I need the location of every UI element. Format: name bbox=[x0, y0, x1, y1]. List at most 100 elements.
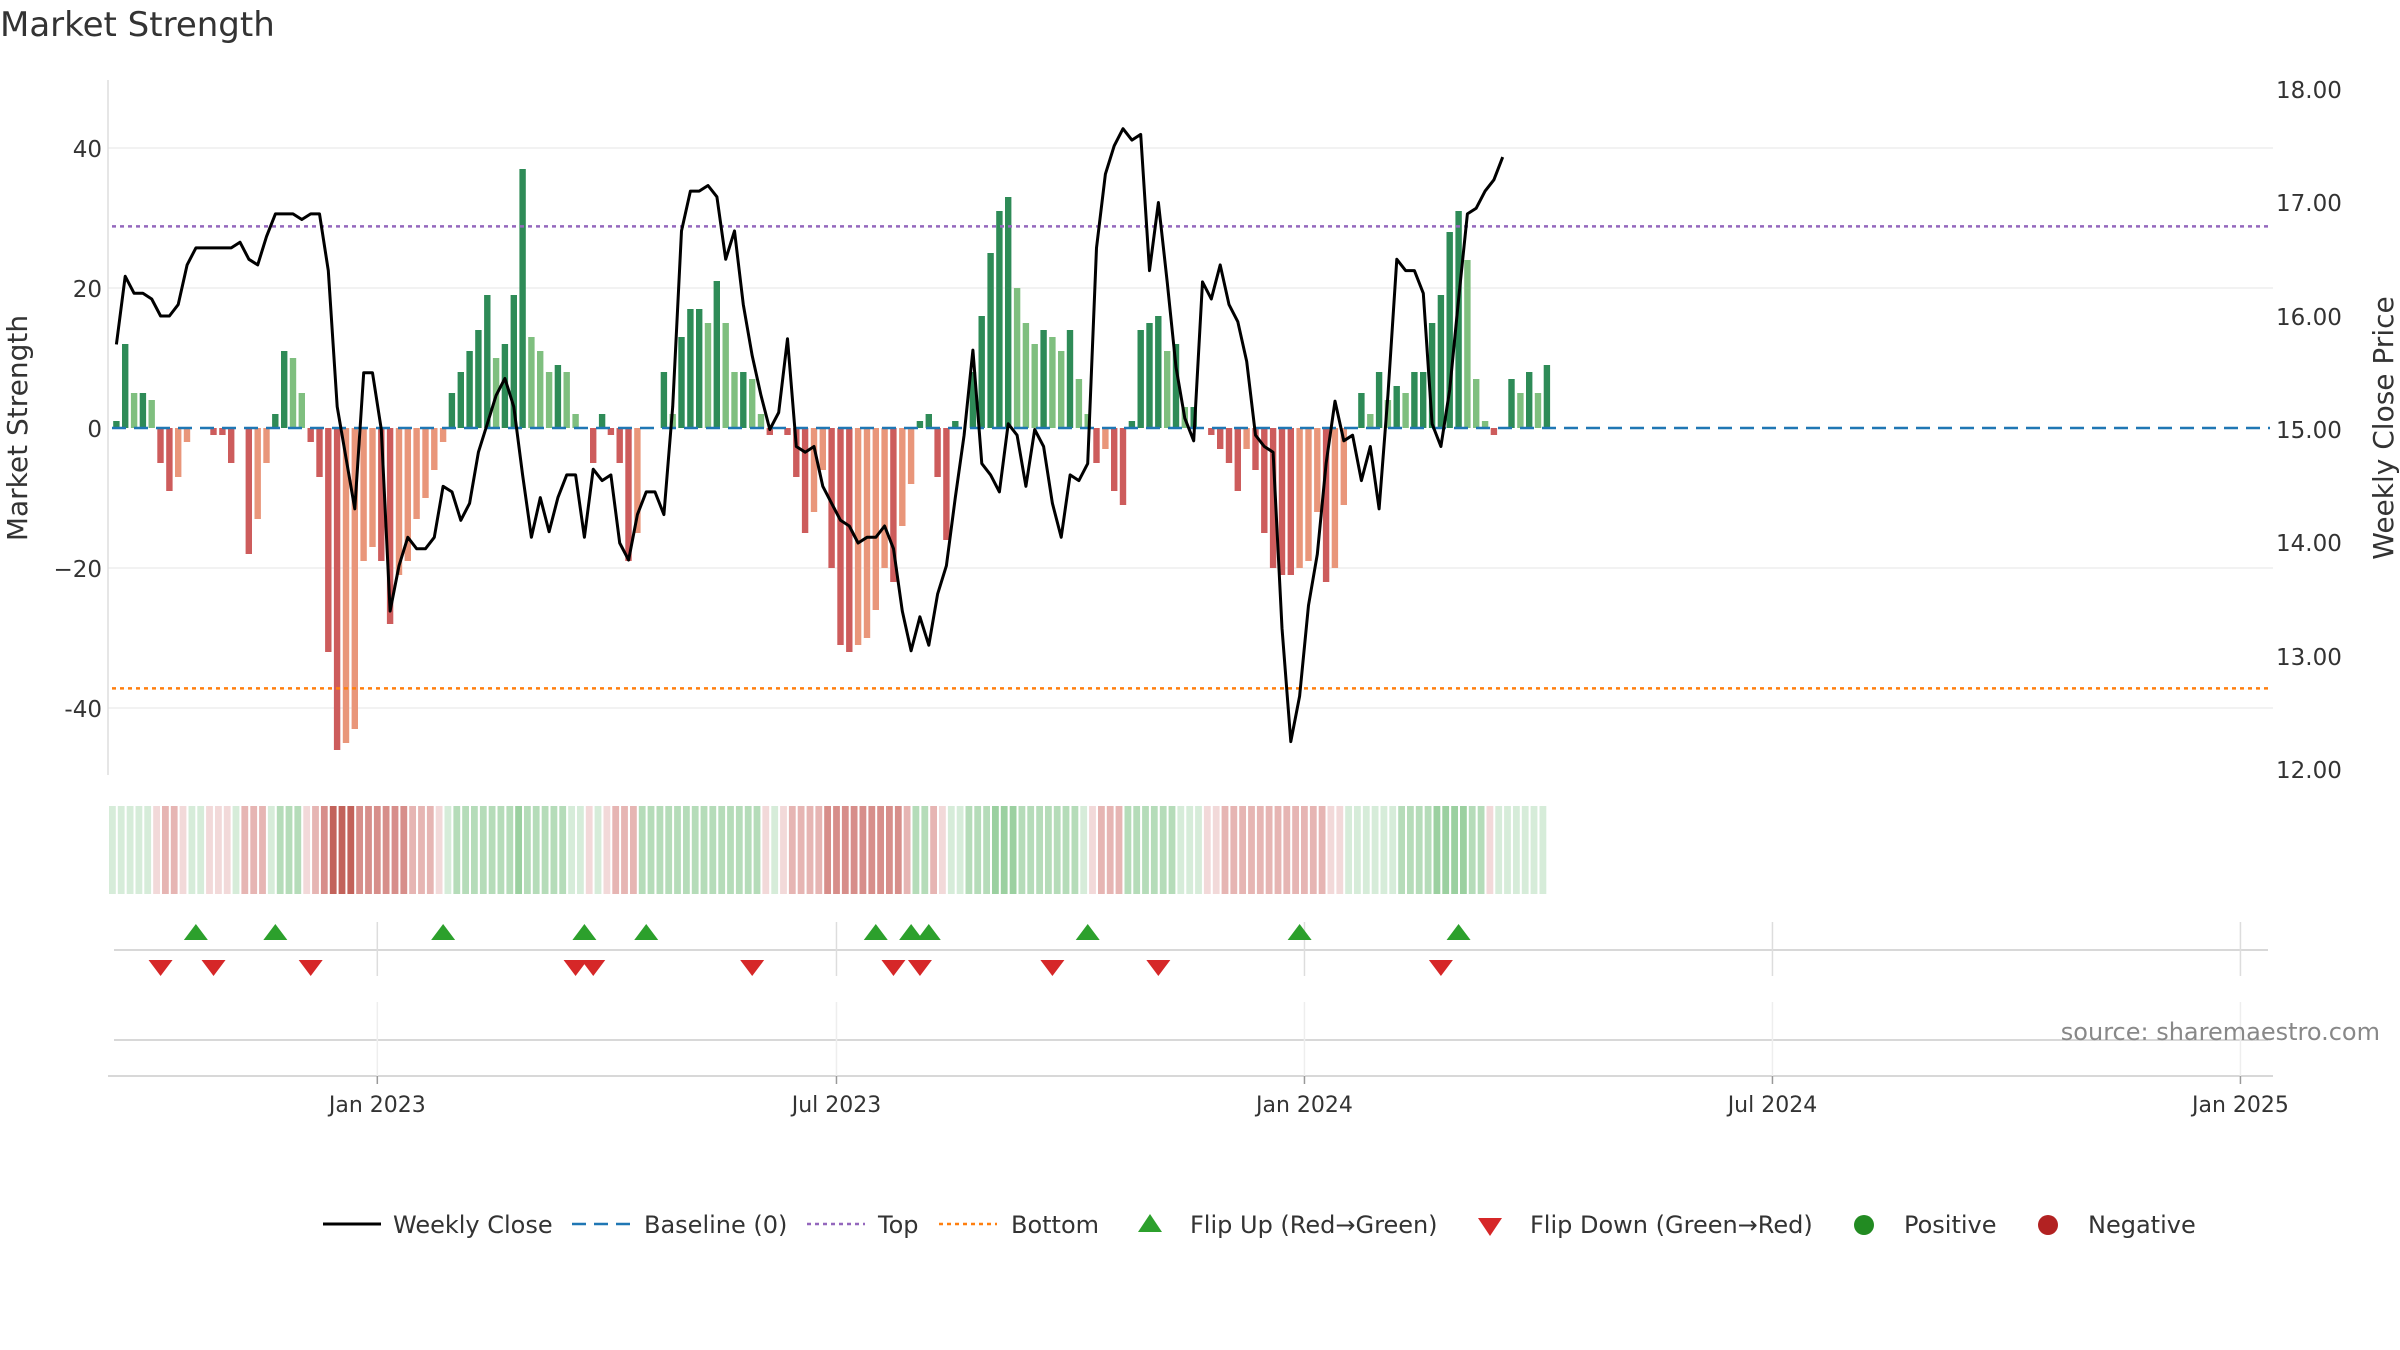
strength-bar bbox=[1252, 428, 1259, 470]
strip-cell bbox=[815, 806, 823, 894]
strip-cell bbox=[1486, 806, 1494, 894]
strength-bar bbox=[740, 372, 747, 428]
y2-tick-12: 12.00 bbox=[2276, 758, 2342, 784]
strip-cell bbox=[1203, 806, 1211, 894]
strip-cell bbox=[267, 806, 275, 894]
strength-bar bbox=[1058, 351, 1065, 428]
strip-cell bbox=[1424, 806, 1432, 894]
strength-bar bbox=[1517, 393, 1524, 428]
strength-bar bbox=[1225, 428, 1233, 463]
strip-cell bbox=[1248, 806, 1255, 894]
strip-cell bbox=[1371, 806, 1379, 894]
strip-cell bbox=[700, 806, 708, 894]
strength-bar bbox=[422, 428, 429, 498]
strength-bar bbox=[1543, 365, 1551, 428]
legend-negative-dot bbox=[2038, 1215, 2058, 1235]
flip-up-marker bbox=[263, 924, 288, 940]
strip-cell bbox=[453, 806, 461, 894]
strip-cell bbox=[109, 806, 116, 894]
strip-cell bbox=[718, 806, 726, 894]
strip-cell bbox=[780, 806, 787, 894]
strength-bar bbox=[1305, 428, 1312, 561]
strip-cell bbox=[356, 806, 363, 894]
strip-cell bbox=[418, 806, 425, 894]
strength-bar bbox=[1490, 428, 1498, 435]
legend-weekly-close: Weekly Close bbox=[393, 1211, 553, 1239]
strip-cell bbox=[965, 806, 973, 894]
y2-tick-17: 17.00 bbox=[2276, 191, 2342, 217]
strength-bar bbox=[1340, 428, 1347, 505]
strength-bar bbox=[1137, 330, 1144, 428]
strip-cell bbox=[1062, 806, 1070, 894]
x-axis-ticks: Jan 2023 Jul 2023 Jan 2024 Jul 2024 Jan 2025… bbox=[327, 1076, 2289, 1118]
strength-bar bbox=[1075, 379, 1083, 428]
y2-tick-15: 15.00 bbox=[2276, 418, 2342, 444]
strength-bar bbox=[801, 428, 809, 533]
strip-cell bbox=[1495, 806, 1503, 894]
strength-bar bbox=[245, 428, 252, 554]
strength-bar bbox=[1534, 393, 1542, 428]
strength-bar bbox=[810, 428, 818, 512]
flip-up-marker bbox=[572, 924, 597, 940]
flip-down-marker bbox=[1040, 960, 1065, 976]
strip-cell bbox=[886, 806, 893, 894]
strength-bar bbox=[749, 379, 756, 428]
flip-up-marker bbox=[1075, 924, 1100, 940]
flip-up-marker bbox=[1287, 924, 1312, 940]
strip-cell bbox=[894, 806, 902, 894]
strip-cell bbox=[1177, 806, 1185, 894]
strength-bar bbox=[289, 358, 297, 428]
strength-bar bbox=[731, 372, 738, 428]
strip-cell bbox=[1080, 806, 1088, 894]
strip-cell bbox=[1283, 806, 1291, 894]
strength-bar bbox=[1358, 393, 1365, 428]
y-tick-40: 40 bbox=[73, 137, 102, 163]
strength-bar bbox=[484, 295, 491, 428]
strength-bar bbox=[607, 428, 615, 435]
strength-bar bbox=[554, 365, 562, 428]
flip-down-marker bbox=[581, 960, 606, 976]
strength-bar bbox=[537, 351, 544, 428]
strength-bar bbox=[1172, 344, 1180, 428]
x-tick-label: Jul 2024 bbox=[1726, 1093, 1818, 1118]
strip-cell bbox=[550, 806, 558, 894]
flip-down-marker bbox=[298, 960, 323, 976]
strip-cell bbox=[347, 806, 355, 894]
strength-bar bbox=[545, 372, 553, 428]
strip-cell bbox=[153, 806, 160, 894]
strip-cell bbox=[1442, 806, 1450, 894]
strength-bar bbox=[413, 428, 420, 519]
strip-cell bbox=[753, 806, 761, 894]
strength-bar bbox=[678, 337, 685, 428]
strength-bar bbox=[395, 428, 403, 575]
strength-bar bbox=[1481, 421, 1489, 428]
strength-bar bbox=[1464, 260, 1471, 428]
strength-bar bbox=[793, 428, 800, 477]
strength-bar bbox=[1296, 428, 1303, 568]
strip-cell bbox=[656, 806, 664, 894]
strip-cell bbox=[497, 806, 505, 894]
strength-bar bbox=[925, 414, 932, 428]
strip-cell bbox=[126, 806, 134, 894]
legend-negative: Negative bbox=[2088, 1211, 2196, 1239]
flip-down-marker bbox=[201, 960, 226, 976]
strip-cell bbox=[382, 806, 390, 894]
strip-cell bbox=[197, 806, 205, 894]
strip-cell bbox=[1142, 806, 1149, 894]
strength-bar bbox=[1393, 386, 1400, 428]
strength-bar bbox=[1455, 211, 1462, 428]
strength-bar bbox=[969, 372, 977, 428]
strength-bar bbox=[1261, 428, 1268, 533]
strength-bar bbox=[316, 428, 323, 477]
flip-down-marker bbox=[148, 960, 173, 976]
strip-cell bbox=[1195, 806, 1202, 894]
strength-bar bbox=[272, 414, 279, 428]
source-credit: source: sharemaestro.com bbox=[2061, 1018, 2380, 1046]
strip-cell bbox=[868, 806, 876, 894]
strip-cell bbox=[735, 806, 743, 894]
strip-cell bbox=[1415, 806, 1423, 894]
strip-cell bbox=[1009, 806, 1017, 894]
strength-bar bbox=[166, 428, 173, 491]
strip-cell bbox=[1115, 806, 1123, 894]
strip-cell bbox=[1053, 806, 1061, 894]
